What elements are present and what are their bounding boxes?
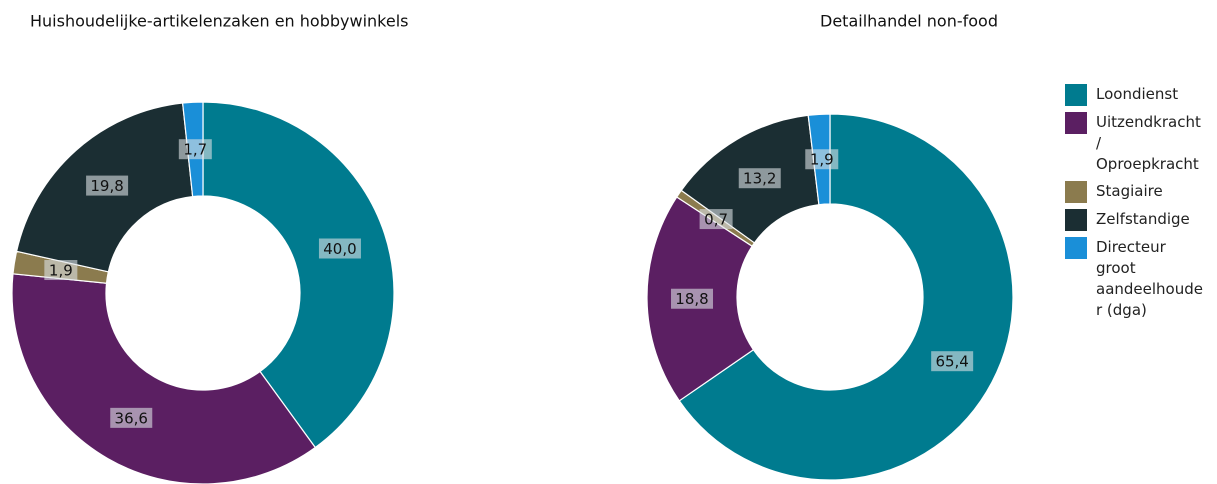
legend-label: Zelfstandige [1096,210,1190,228]
data-label: 1,7 [183,141,207,159]
data-label-box [178,139,212,160]
data-label: 13,2 [743,170,776,188]
data-label-box [318,238,361,259]
legend-swatch [1065,237,1087,259]
data-label: 19,8 [90,177,123,195]
data-label-box [671,288,714,309]
legend-swatch [1065,181,1087,203]
data-label-box [699,209,733,230]
data-label: 1,9 [810,151,834,169]
data-label-box [44,260,78,281]
data-label-box [86,175,129,196]
chart-title: Detailhandel non-food [820,12,998,31]
data-label-box [931,351,974,372]
legend-label: Directeur groot aandeelhouder (dga) [1096,238,1203,319]
data-label-box [805,149,839,170]
legend-item: Uitzendkracht / Oproepkracht [1065,112,1215,175]
chart-title: Huishoudelijke-artikelenzaken en hobbywi… [30,12,408,31]
legend-label: Loondienst [1096,85,1179,103]
legend-item: Directeur groot aandeelhouder (dga) [1065,237,1215,321]
data-label: 36,6 [115,409,148,427]
legend-swatch [1065,84,1087,106]
data-label: 65,4 [935,353,968,371]
legend-swatch [1065,112,1087,134]
donut-segment [202,101,395,449]
legend-item: Loondienst [1065,84,1215,106]
data-label: 0,7 [704,211,728,229]
data-label-box [738,168,781,189]
legend: Loondienst Uitzendkracht / Oproepkracht St… [1065,84,1215,327]
data-label: 40,0 [323,240,356,258]
data-label-box [110,407,153,428]
donut-segment [678,113,1014,481]
data-label: 18,8 [675,290,708,308]
legend-label: Uitzendkracht / Oproepkracht [1096,113,1201,173]
legend-item: Stagiaire [1065,181,1215,203]
data-label: 1,9 [49,262,73,280]
legend-item: Zelfstandige [1065,209,1215,231]
legend-label: Stagiaire [1096,182,1163,200]
legend-swatch [1065,209,1087,231]
